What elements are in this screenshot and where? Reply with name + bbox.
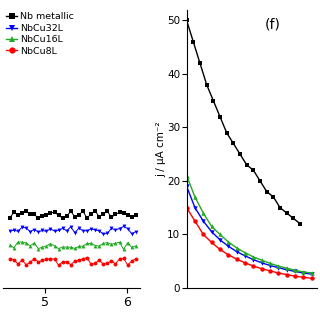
Text: (f): (f) <box>265 18 281 32</box>
Y-axis label: j / μA cm⁻²: j / μA cm⁻² <box>156 121 166 177</box>
Legend: Nb metallic, NbCu32L, NbCu16L, NbCu8L: Nb metallic, NbCu32L, NbCu16L, NbCu8L <box>5 12 75 57</box>
